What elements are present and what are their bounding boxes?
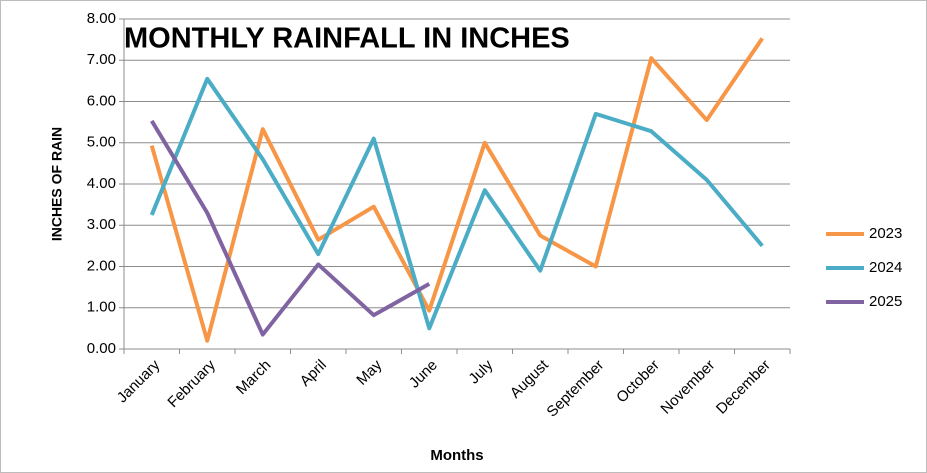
y-tick-label: 4.00 [87,175,116,192]
series-line [149,37,764,343]
x-axis-label: Months [430,447,483,464]
y-tick-label: 0.00 [87,340,116,357]
y-axis-label: INCHES OF RAIN [49,127,65,241]
y-tick-label: 8.00 [87,10,116,27]
legend-label: 2024 [869,259,902,276]
y-tick-label: 6.00 [87,92,116,109]
legend-label: 2025 [869,293,902,310]
series-line [149,76,764,331]
y-tick-label: 3.00 [87,216,116,233]
y-tick-label: 5.00 [87,134,116,151]
y-tick-label: 2.00 [87,257,116,274]
y-tick-label: 7.00 [87,51,116,68]
y-tick-label: 1.00 [87,299,116,316]
series-line [150,119,431,337]
legend-label: 2023 [869,225,902,242]
chart-title: MONTHLY RAINFALL IN INCHES [124,23,570,55]
